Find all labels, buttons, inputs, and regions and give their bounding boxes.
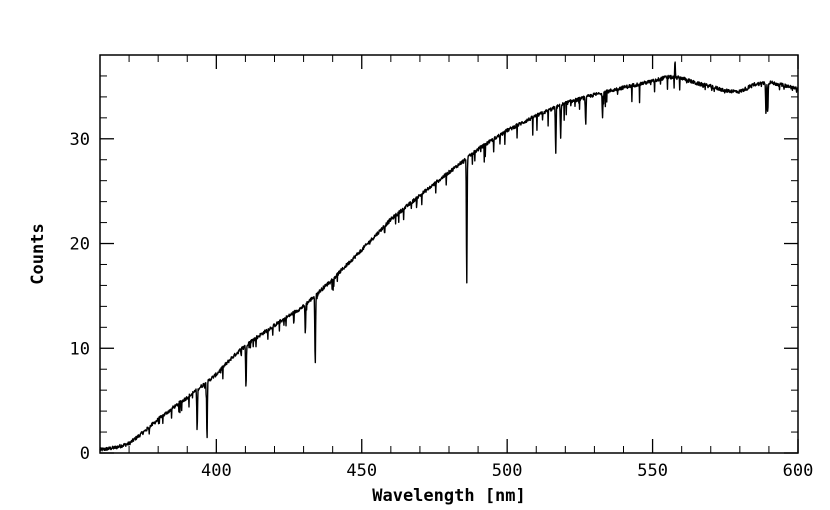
x-tick-label: 500: [492, 461, 523, 481]
x-tick-labels: 400 450 500 550 600: [201, 461, 813, 481]
y-axis-title: Counts: [28, 223, 48, 284]
major-ticks: [100, 55, 799, 454]
minor-ticks: [99, 54, 798, 453]
x-tick-label: 600: [783, 461, 814, 481]
x-axis-title: Wavelength [nm]: [372, 486, 526, 506]
spectrum-line: [99, 61, 799, 452]
y-tick-labels: 0 10 20 30: [70, 130, 90, 464]
y-tick-label: 20: [70, 235, 90, 255]
y-tick-label: 30: [70, 130, 90, 150]
y-tick-label: 0: [80, 444, 90, 464]
x-tick-label: 550: [637, 461, 668, 481]
x-tick-label: 400: [201, 461, 232, 481]
plot-frame: [99, 54, 799, 454]
y-tick-label: 10: [70, 339, 90, 359]
x-tick-label: 450: [346, 461, 377, 481]
